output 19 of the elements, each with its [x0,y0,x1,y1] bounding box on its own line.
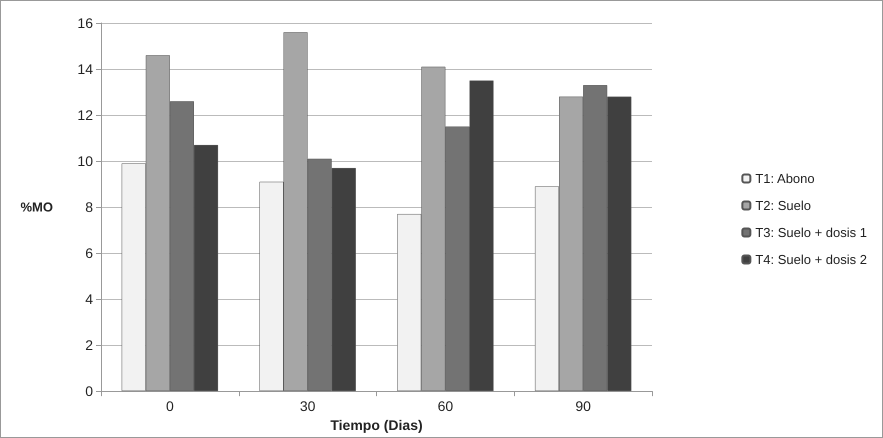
y-tick-label: 2 [85,337,94,354]
x-tick-label: 60 [438,398,454,414]
legend-label: T2: Suelo [755,198,812,213]
y-tick-label: 14 [77,61,94,78]
x-tick-label: 90 [575,398,592,414]
y-tick-label: 10 [77,153,94,170]
x-axis-title: Tiempo (Dias) [330,417,423,433]
y-tick-label: 16 [77,15,94,31]
legend-label: T1: Abono [755,171,815,186]
y-tick-label: 6 [85,245,94,262]
y-axis-title: %MO [20,200,53,215]
x-tick-label: 30 [300,398,316,414]
legend-label: T4: Suelo + dosis 2 [755,252,868,267]
legend-label: T3: Suelo + dosis 1 [755,225,868,240]
y-tick-label: 12 [77,107,94,124]
y-tick-label: 4 [85,291,94,308]
y-tick-label: 0 [85,383,94,400]
x-tick-label: 0 [166,398,174,414]
y-tick-label: 8 [85,199,94,216]
